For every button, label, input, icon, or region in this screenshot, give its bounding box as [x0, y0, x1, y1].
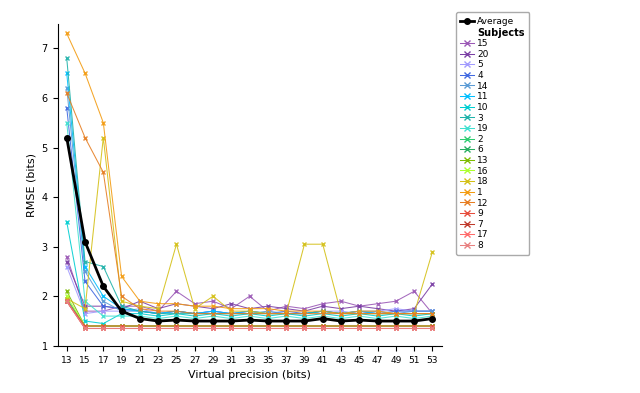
Legend: Average, Subjects, 15, 20, 5, 4, 14, 11, 10, 3, 19, 2, 6, 13, 16, 18, 1, 12, 9, : Average, Subjects, 15, 20, 5, 4, 14, 11,… — [456, 12, 529, 255]
X-axis label: Virtual precision (bits): Virtual precision (bits) — [188, 370, 311, 380]
Y-axis label: RMSE (bits): RMSE (bits) — [26, 153, 36, 217]
